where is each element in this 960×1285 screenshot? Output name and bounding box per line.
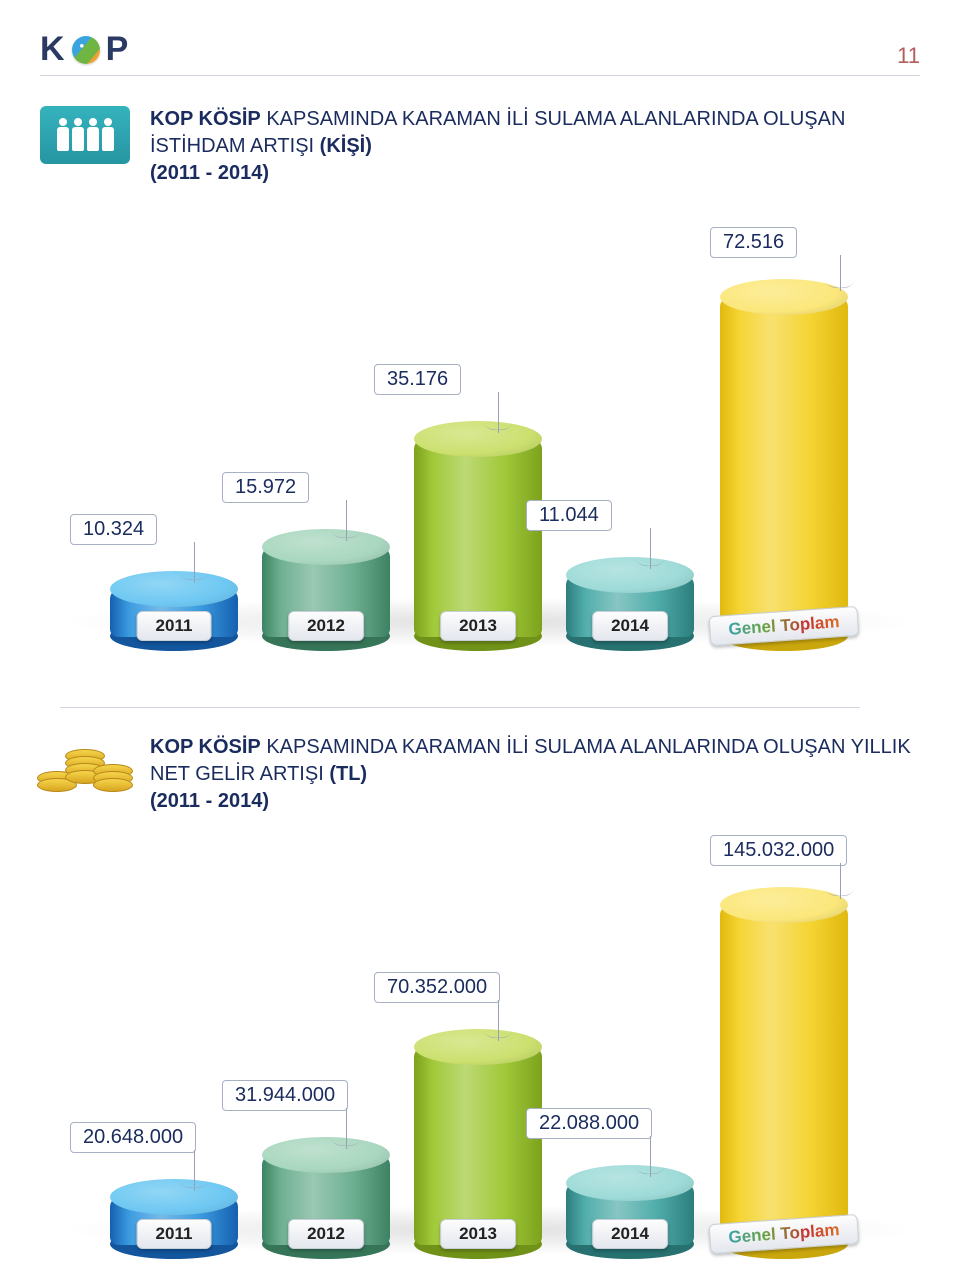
logo-letter-k: K	[40, 30, 66, 69]
leader-line	[346, 1108, 347, 1149]
leader-line	[346, 500, 347, 541]
bar-value-label: 11.044	[526, 500, 612, 531]
bar-value-label: 72.516	[710, 227, 797, 258]
bar-2014: 2014	[566, 575, 694, 637]
bar-axis-label: 2012	[288, 1219, 364, 1249]
chart1-header: KOP KÖSİP KAPSAMINDA KARAMAN İLİ SULAMA …	[40, 106, 920, 187]
people-icon	[40, 106, 130, 164]
leader-line	[498, 392, 499, 433]
kop-logo: K P	[40, 30, 129, 69]
bar-axis-label: 2013	[440, 611, 516, 641]
chart1-section: KOP KÖSİP KAPSAMINDA KARAMAN İLİ SULAMA …	[40, 106, 920, 677]
bar-2012: 2012	[262, 1155, 390, 1245]
logo-letter-p: P	[106, 30, 130, 69]
bar-axis-label: 2011	[137, 1219, 212, 1249]
bar-2011: 2011	[110, 589, 238, 637]
bar-2014: 2014	[566, 1183, 694, 1245]
bar-value-label: 145.032.000	[710, 835, 847, 866]
bar-value-label: 31.944.000	[222, 1080, 348, 1111]
chart1-canvas: 2011 10.324 2012 15.972 2013 35.176 2014 11.044…	[40, 197, 920, 677]
leader-line	[194, 542, 195, 583]
logo-orb-icon	[72, 36, 100, 64]
page-header: K P 11	[40, 30, 920, 76]
page-number: 11	[897, 43, 920, 69]
leader-line	[840, 863, 841, 899]
bar-axis-label: 2011	[137, 611, 212, 641]
chart2-header: KOP KÖSİP KAPSAMINDA KARAMAN İLİ SULAMA …	[40, 734, 920, 815]
bar-axis-label: 2013	[440, 1219, 516, 1249]
bar-value-label: 22.088.000	[526, 1108, 652, 1139]
bar-axis-label: 2012	[288, 611, 364, 641]
bar-axis-label: 2014	[592, 611, 668, 641]
bar-axis-label: 2014	[592, 1219, 668, 1249]
bar-genel-toplam: Genel Toplam	[720, 297, 848, 637]
leader-line	[650, 1136, 651, 1177]
bar-2013: 2013	[414, 1047, 542, 1245]
bar-value-label: 15.972	[222, 472, 309, 503]
section-divider	[60, 707, 860, 708]
page: K P 11 KOP KÖSİP KAPSAMINDA KARAMAN İLİ …	[0, 0, 960, 1260]
leader-line	[650, 528, 651, 569]
chart2-section: KOP KÖSİP KAPSAMINDA KARAMAN İLİ SULAMA …	[40, 734, 920, 1285]
bar-value-label: 70.352.000	[374, 972, 500, 1003]
leader-line	[194, 1150, 195, 1191]
bar-2011: 2011	[110, 1197, 238, 1245]
bar-value-label: 10.324	[70, 514, 157, 545]
bar-2012: 2012	[262, 547, 390, 637]
bar-value-label: 20.648.000	[70, 1122, 196, 1153]
chart2-canvas: 2011 20.648.000 2012 31.944.000 2013 70.352.0…	[40, 825, 920, 1285]
leader-line	[840, 255, 841, 291]
bar-value-label: 35.176	[374, 364, 461, 395]
bar-genel-toplam: Genel Toplam	[720, 905, 848, 1245]
chart1-title: KOP KÖSİP KAPSAMINDA KARAMAN İLİ SULAMA …	[150, 106, 920, 187]
chart2-title: KOP KÖSİP KAPSAMINDA KARAMAN İLİ SULAMA …	[150, 734, 920, 815]
leader-line	[498, 1000, 499, 1041]
bar-2013: 2013	[414, 439, 542, 637]
coins-icon	[40, 734, 130, 792]
